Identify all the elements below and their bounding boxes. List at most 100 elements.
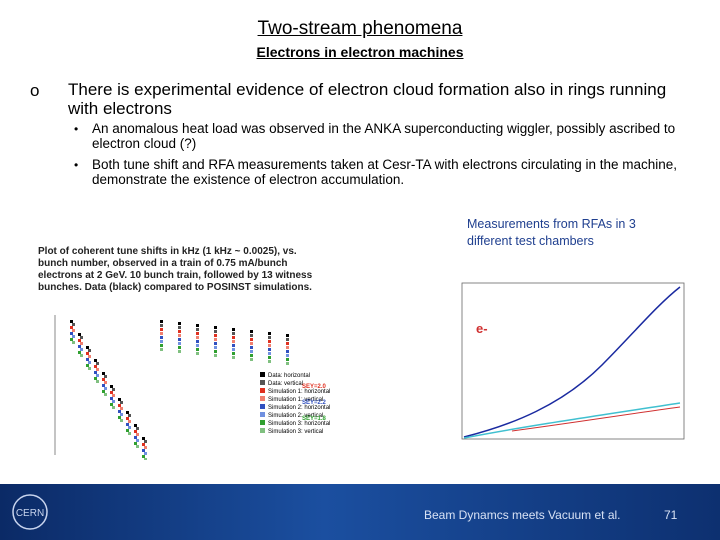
sey-label: SEY=2.0 bbox=[302, 384, 327, 390]
point bbox=[136, 445, 139, 448]
curve bbox=[511, 406, 681, 432]
legend-label: Simulation 3: vertical bbox=[268, 429, 323, 435]
point bbox=[126, 423, 129, 426]
plot-frame bbox=[461, 282, 685, 440]
point bbox=[128, 420, 131, 423]
point bbox=[78, 333, 81, 336]
point bbox=[178, 342, 181, 345]
point bbox=[70, 320, 73, 323]
point bbox=[286, 362, 289, 365]
point bbox=[134, 436, 137, 439]
legend-swatch bbox=[260, 380, 265, 385]
point bbox=[160, 332, 163, 335]
title: Two-stream phenomena bbox=[257, 18, 463, 39]
point bbox=[86, 364, 89, 367]
point bbox=[268, 336, 271, 339]
point bbox=[88, 367, 91, 370]
point bbox=[70, 332, 73, 335]
point bbox=[126, 429, 129, 432]
point bbox=[118, 398, 121, 401]
point bbox=[102, 390, 105, 393]
point bbox=[142, 455, 145, 458]
point bbox=[96, 374, 99, 377]
bullet-marker: o bbox=[30, 81, 40, 100]
left-figure: Data: horizontal Data: vertical Simulation… bbox=[54, 315, 330, 460]
point bbox=[110, 391, 113, 394]
point bbox=[214, 334, 217, 337]
point bbox=[86, 358, 89, 361]
point bbox=[120, 413, 123, 416]
point bbox=[232, 344, 235, 347]
point bbox=[178, 334, 181, 337]
point bbox=[268, 360, 271, 363]
point bbox=[102, 378, 105, 381]
legend-swatch bbox=[260, 396, 265, 401]
point bbox=[104, 393, 107, 396]
point bbox=[214, 346, 217, 349]
point bbox=[94, 371, 97, 374]
point bbox=[72, 335, 75, 338]
point bbox=[128, 426, 131, 429]
point bbox=[178, 350, 181, 353]
point bbox=[160, 340, 163, 343]
point bbox=[134, 424, 137, 427]
point bbox=[88, 349, 91, 352]
point bbox=[214, 330, 217, 333]
point bbox=[88, 355, 91, 358]
legend-swatch bbox=[260, 372, 265, 377]
point bbox=[144, 458, 147, 460]
point bbox=[78, 339, 81, 342]
point bbox=[268, 332, 271, 335]
point bbox=[118, 410, 121, 413]
point bbox=[232, 352, 235, 355]
point bbox=[112, 388, 115, 391]
point bbox=[250, 330, 253, 333]
legend-label: Simulation 1: horizontal bbox=[268, 389, 330, 395]
point bbox=[286, 342, 289, 345]
legend-swatch bbox=[260, 428, 265, 433]
legend-swatch bbox=[260, 388, 265, 393]
point bbox=[178, 330, 181, 333]
bullet-text: There is experimental evidence of electr… bbox=[68, 80, 667, 118]
annotation: e- bbox=[476, 321, 488, 336]
point bbox=[214, 338, 217, 341]
point bbox=[196, 344, 199, 347]
point bbox=[160, 348, 163, 351]
legend-swatch bbox=[260, 420, 265, 425]
point bbox=[136, 433, 139, 436]
point bbox=[78, 351, 81, 354]
point bbox=[86, 346, 89, 349]
subbullet-text: Both tune shift and RFA measurements tak… bbox=[92, 157, 678, 187]
point bbox=[86, 352, 89, 355]
point bbox=[142, 437, 145, 440]
point bbox=[250, 358, 253, 361]
point bbox=[232, 328, 235, 331]
point bbox=[112, 394, 115, 397]
point bbox=[102, 384, 105, 387]
point bbox=[136, 439, 139, 442]
point bbox=[144, 440, 147, 443]
subbullet-text: An anomalous heat load was observed in t… bbox=[92, 121, 676, 151]
point bbox=[112, 406, 115, 409]
point bbox=[250, 334, 253, 337]
point bbox=[80, 336, 83, 339]
point bbox=[160, 320, 163, 323]
point bbox=[142, 449, 145, 452]
point bbox=[104, 381, 107, 384]
right-figure: e- bbox=[461, 282, 685, 440]
point bbox=[232, 348, 235, 351]
point bbox=[128, 432, 131, 435]
point bbox=[80, 354, 83, 357]
point bbox=[232, 340, 235, 343]
figure-caption: Plot of coherent tune shifts in kHz (1 k… bbox=[38, 246, 313, 293]
point bbox=[104, 387, 107, 390]
point bbox=[178, 338, 181, 341]
point bbox=[268, 340, 271, 343]
legend-label: Simulation 2: horizontal bbox=[268, 405, 330, 411]
point bbox=[250, 342, 253, 345]
point bbox=[70, 326, 73, 329]
legend-swatch bbox=[260, 404, 265, 409]
point bbox=[80, 348, 83, 351]
point bbox=[196, 332, 199, 335]
point bbox=[196, 336, 199, 339]
